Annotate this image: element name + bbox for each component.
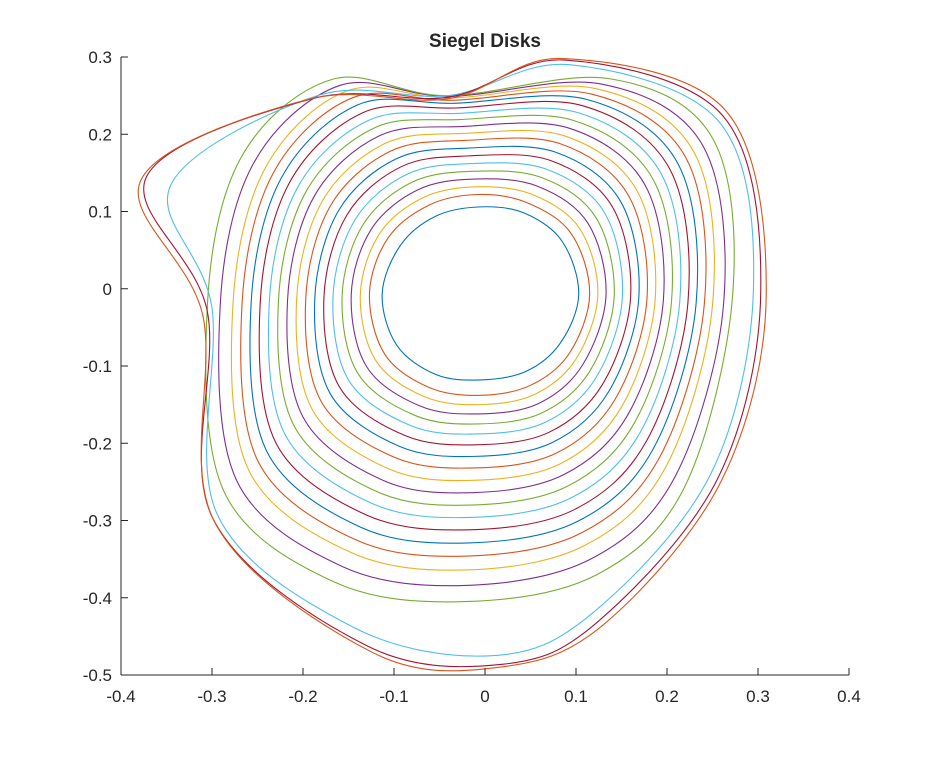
disk-curve-14 <box>258 100 690 531</box>
plot-lines <box>137 57 767 672</box>
disk-curve-21 <box>143 59 762 668</box>
x-ticks: -0.4 -0.3 -0.2 -0.1 0 0.1 0.2 0.3 0.4 <box>106 668 861 706</box>
y-ticks: -0.5 -0.4 -0.3 -0.2 -0.1 0 0.1 0.2 0.3 <box>83 48 128 685</box>
disk-curve-10 <box>295 129 657 482</box>
x-tick-label: -0.2 <box>288 687 317 706</box>
x-tick-label: 0.2 <box>655 687 679 706</box>
y-tick-label: 0.3 <box>88 48 112 67</box>
chart-title: Siegel Disks <box>429 31 541 52</box>
disk-curve-12 <box>277 114 673 506</box>
disk-curve-6 <box>332 162 624 435</box>
x-tick-label: -0.3 <box>197 687 226 706</box>
x-tick-label: 0 <box>480 687 489 706</box>
y-tick-label: -0.4 <box>83 589 112 608</box>
x-tick-label: 0.4 <box>837 687 861 706</box>
x-tick-label: 0.3 <box>746 687 770 706</box>
x-tick-label: -0.4 <box>106 687 135 706</box>
x-tick-label: -0.1 <box>379 687 408 706</box>
disk-curve-17 <box>230 85 715 571</box>
disk-curve-9 <box>304 137 648 469</box>
y-tick-label: -0.3 <box>83 512 112 531</box>
y-tick-label: 0 <box>103 280 112 299</box>
disk-curve-2 <box>368 193 591 396</box>
disk-curve-11 <box>286 122 665 494</box>
disk-curve-18 <box>218 81 726 587</box>
disk-curve-7 <box>323 154 632 446</box>
y-tick-label: -0.2 <box>83 434 112 453</box>
disk-curve-16 <box>240 90 707 557</box>
y-tick-label: -0.1 <box>83 357 112 376</box>
x-tick-label: 0.1 <box>564 687 588 706</box>
y-tick-label: -0.5 <box>83 666 112 685</box>
disk-curve-1 <box>381 206 580 381</box>
disk-curve-20 <box>166 63 755 657</box>
disk-curve-22 <box>137 57 767 672</box>
disk-curve-15 <box>249 95 699 544</box>
disk-curve-3 <box>359 186 599 406</box>
disk-curve-13 <box>267 107 682 519</box>
y-tick-label: 0.2 <box>88 125 112 144</box>
disk-curve-4 <box>350 178 607 415</box>
disk-curve-8 <box>313 145 640 458</box>
disk-curve-5 <box>341 170 615 425</box>
y-tick-label: 0.1 <box>88 203 112 222</box>
